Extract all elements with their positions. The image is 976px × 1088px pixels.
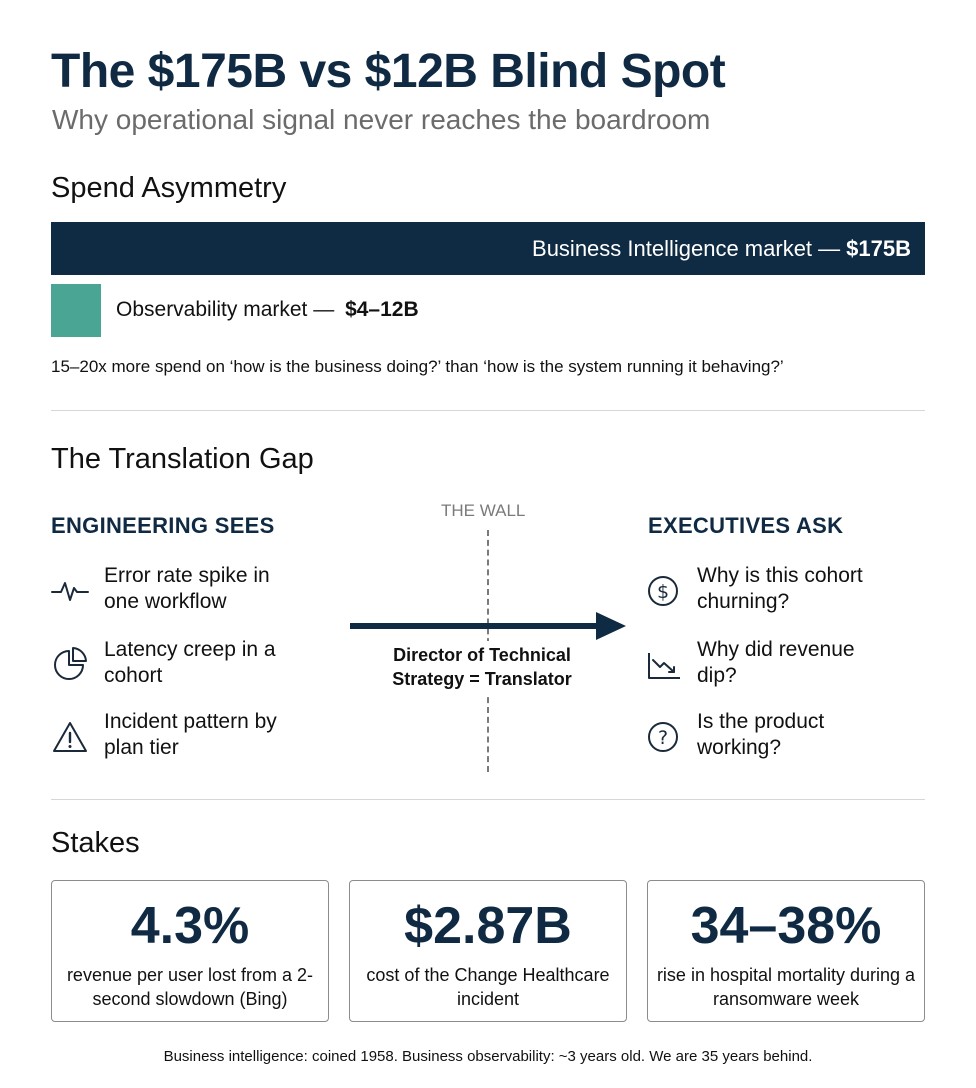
- observability-market-text: Observability market — $4–12B: [116, 298, 419, 322]
- executive-item: Why did revenue dip?: [643, 637, 897, 689]
- translation-arrow: [350, 612, 626, 640]
- stat-card-ransomware: 34–38% rise in hospital mortality during…: [647, 880, 925, 1022]
- stat-caption: revenue per user lost from a 2-second sl…: [66, 965, 314, 1009]
- gap-heading: The Translation Gap: [51, 443, 314, 475]
- executive-item-text: Why is this cohort churning?: [697, 564, 863, 613]
- bi-market-value: $175B: [846, 235, 911, 261]
- bi-market-bar: Business Intelligence market — $175B: [51, 222, 925, 275]
- translator-label: Director of Technical Strategy = Transla…: [392, 645, 572, 689]
- engineering-column-title: ENGINEERING SEES: [51, 513, 275, 538]
- divider-spend: [51, 410, 925, 411]
- executive-item: ? Is the product working?: [643, 709, 897, 761]
- stat-caption: rise in hospital mortality during a rans…: [656, 965, 916, 1009]
- dollar-icon: $: [643, 571, 683, 611]
- executives-column-title: EXECUTIVES ASK: [648, 513, 844, 538]
- stat-value: $2.87B: [404, 897, 572, 955]
- stakes-heading: Stakes: [51, 827, 140, 859]
- pulse-icon: [50, 571, 90, 611]
- trend-down-icon: [643, 645, 683, 685]
- executive-item-text: Why did revenue dip?: [697, 638, 855, 687]
- observability-market-label: Observability market —: [116, 298, 335, 321]
- page-subtitle: Why operational signal never reaches the…: [52, 104, 711, 135]
- warning-icon: [50, 717, 90, 757]
- executive-item: $ Why is this cohort churning?: [643, 563, 897, 615]
- engineering-item-text: Incident pattern by plan tier: [104, 710, 277, 759]
- stat-caption: cost of the Change Healthcare incident: [366, 965, 610, 1009]
- svg-text:?: ?: [658, 727, 668, 749]
- engineering-item: Incident pattern by plan tier: [50, 709, 304, 761]
- stat-card-change-healthcare: $2.87B cost of the Change Healthcare inc…: [349, 880, 627, 1022]
- observability-market-bar: [51, 284, 101, 337]
- wall-label: THE WALL: [441, 501, 526, 520]
- stat-value: 34–38%: [690, 897, 882, 955]
- executive-item-text: Is the product working?: [697, 710, 825, 759]
- spend-ratio-note: 15–20x more spend on ‘how is the busines…: [51, 357, 784, 376]
- pie-chart-icon: [50, 645, 90, 685]
- engineering-item-text: Error rate spike in one workflow: [104, 564, 270, 613]
- stat-card-bing: 4.3% revenue per user lost from a 2-seco…: [51, 880, 329, 1022]
- engineering-item: Error rate spike in one workflow: [50, 563, 304, 615]
- observability-market-value: $4–12B: [345, 298, 419, 321]
- footer-note: Business intelligence: coined 1958. Busi…: [163, 1048, 813, 1065]
- question-icon: ?: [643, 717, 683, 757]
- wall-label-gap: [368, 641, 596, 697]
- divider-gap: [51, 799, 925, 800]
- page-title: The $175B vs $12B Blind Spot: [51, 45, 726, 98]
- stat-value: 4.3%: [130, 897, 250, 955]
- bi-market-label: Business Intelligence market —: [532, 235, 841, 261]
- engineering-item-text: Latency creep in a cohort: [104, 638, 276, 687]
- svg-text:$: $: [657, 581, 669, 603]
- engineering-item: Latency creep in a cohort: [50, 637, 304, 689]
- spend-heading: Spend Asymmetry: [51, 172, 287, 204]
